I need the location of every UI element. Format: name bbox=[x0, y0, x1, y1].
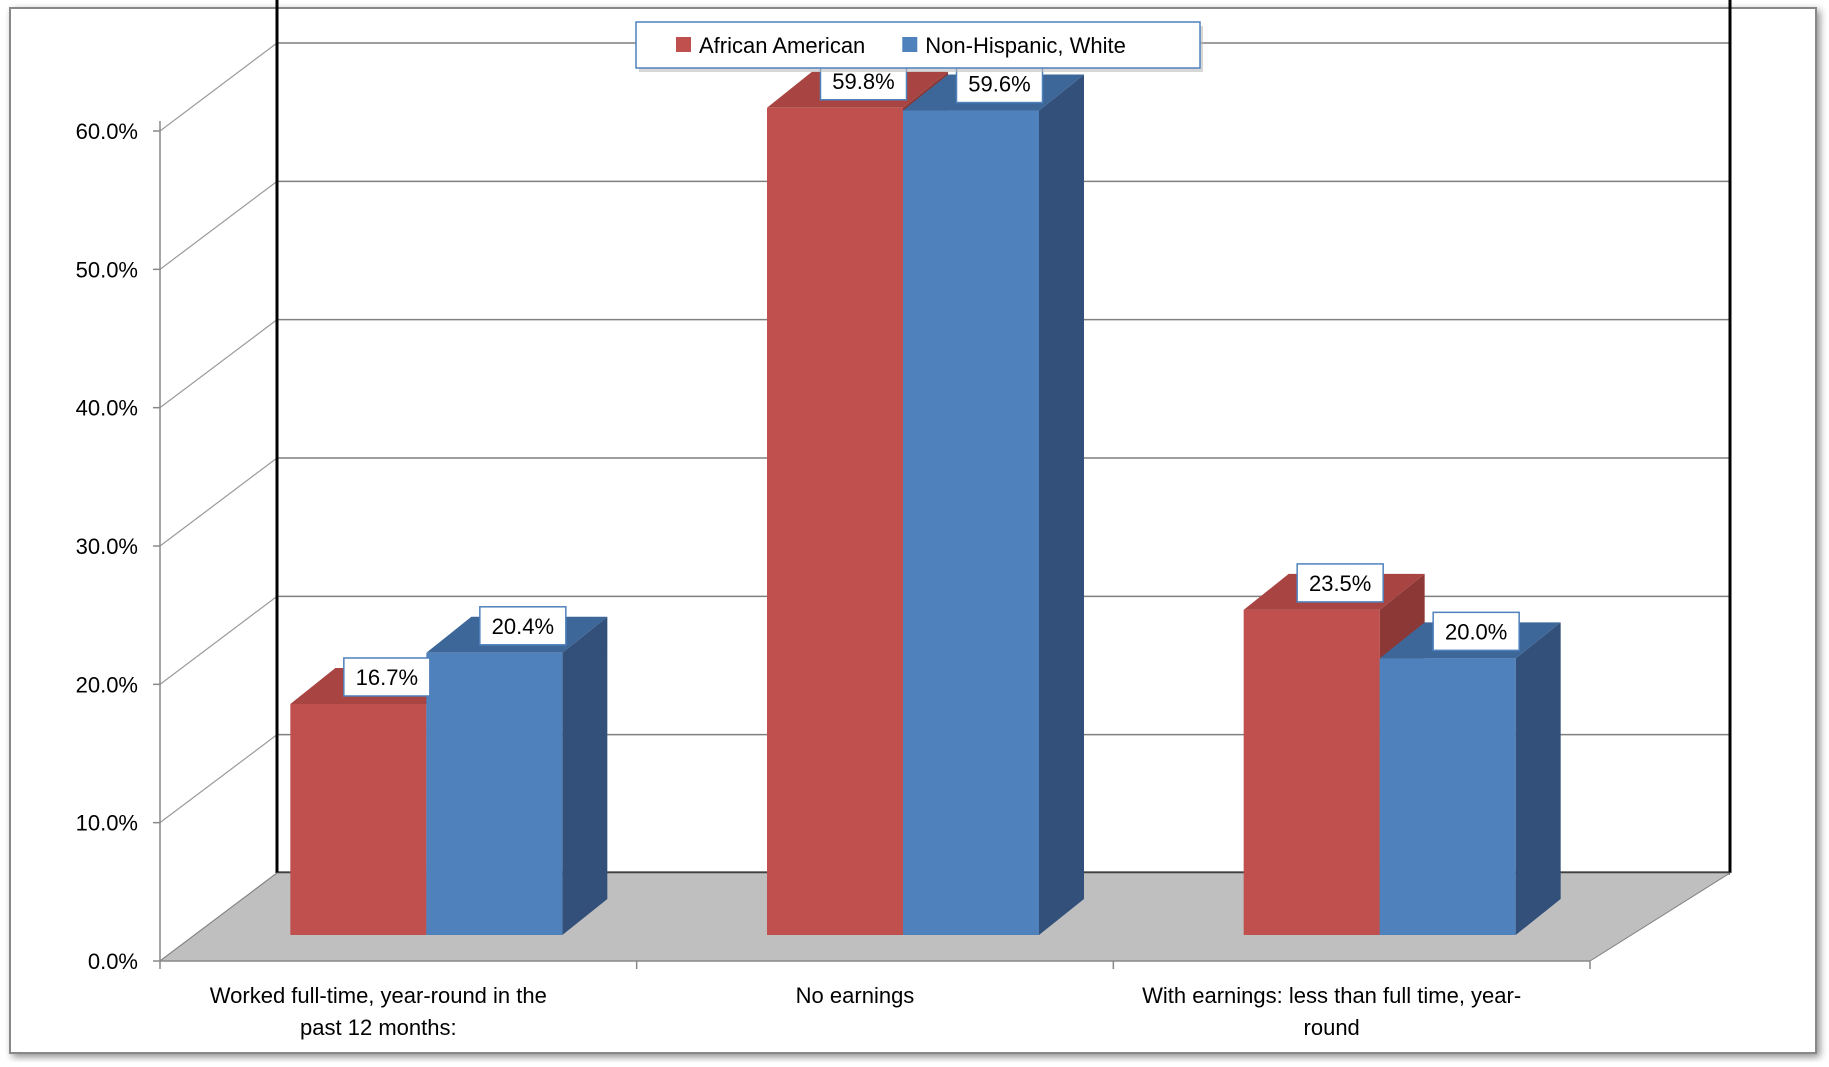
data-label-box bbox=[1432, 611, 1520, 652]
bar-2-1 bbox=[1379, 622, 1561, 935]
x-category-label: Worked full-time, year-round in the bbox=[210, 983, 547, 1008]
gridline-side bbox=[159, 42, 278, 132]
bar-side-face bbox=[1515, 622, 1561, 935]
legend-box bbox=[635, 21, 1201, 69]
gridline-side bbox=[159, 457, 278, 547]
bar-0-1 bbox=[426, 616, 608, 935]
data-label-2-0: 23.5% bbox=[1296, 563, 1384, 603]
legend-swatch-0 bbox=[676, 37, 691, 52]
legend-swatch-1 bbox=[902, 37, 918, 52]
y-tick-label: 60.0% bbox=[76, 119, 138, 144]
bar-front-face bbox=[290, 703, 427, 935]
y-tick-label: 0.0% bbox=[88, 949, 138, 974]
data-label-box bbox=[343, 657, 431, 697]
data-label-text: 20.4% bbox=[492, 614, 554, 639]
bar-front-face bbox=[903, 110, 1039, 936]
data-label-text: 59.8% bbox=[832, 69, 894, 94]
bar-front-face bbox=[767, 107, 903, 936]
data-label-2-1: 20.0% bbox=[1432, 611, 1520, 652]
bar-front-face bbox=[1243, 609, 1380, 935]
legend-label-1: Non-Hispanic, White bbox=[925, 33, 1126, 58]
data-label-text: 59.6% bbox=[968, 72, 1030, 97]
gridline-side bbox=[159, 180, 278, 270]
y-tick-label: 50.0% bbox=[76, 257, 138, 282]
legend: African American Non-Hispanic, White bbox=[635, 21, 1203, 72]
gridline-side bbox=[159, 595, 278, 685]
data-label-text: 16.7% bbox=[356, 665, 418, 690]
y-tick-label: 20.0% bbox=[76, 672, 138, 697]
data-label-0-1: 20.4% bbox=[479, 606, 567, 646]
bar-1-1 bbox=[903, 74, 1084, 936]
y-tick-label: 40.0% bbox=[76, 396, 138, 421]
legend-label-0: African American bbox=[699, 33, 865, 58]
data-label-box bbox=[1296, 563, 1384, 603]
x-category-label: With earnings: less than full time, year… bbox=[1142, 983, 1521, 1008]
bar-side-face bbox=[1039, 74, 1084, 936]
bar-side-face bbox=[562, 616, 608, 935]
y-tick-label: 10.0% bbox=[76, 811, 138, 836]
data-label-0-0: 16.7% bbox=[343, 657, 431, 697]
y-tick-label: 30.0% bbox=[76, 534, 138, 559]
data-label-text: 23.5% bbox=[1309, 571, 1371, 596]
data-label-box bbox=[479, 606, 567, 646]
bar-front-face bbox=[1379, 658, 1516, 935]
x-category-label: round bbox=[1304, 1015, 1360, 1040]
gridline-side bbox=[159, 319, 278, 409]
data-label-text: 20.0% bbox=[1445, 619, 1507, 644]
x-category-label: past 12 months: bbox=[300, 1015, 457, 1040]
gridline-side bbox=[159, 734, 278, 824]
x-category-label: No earnings bbox=[796, 983, 915, 1008]
bar-front-face bbox=[426, 652, 563, 935]
